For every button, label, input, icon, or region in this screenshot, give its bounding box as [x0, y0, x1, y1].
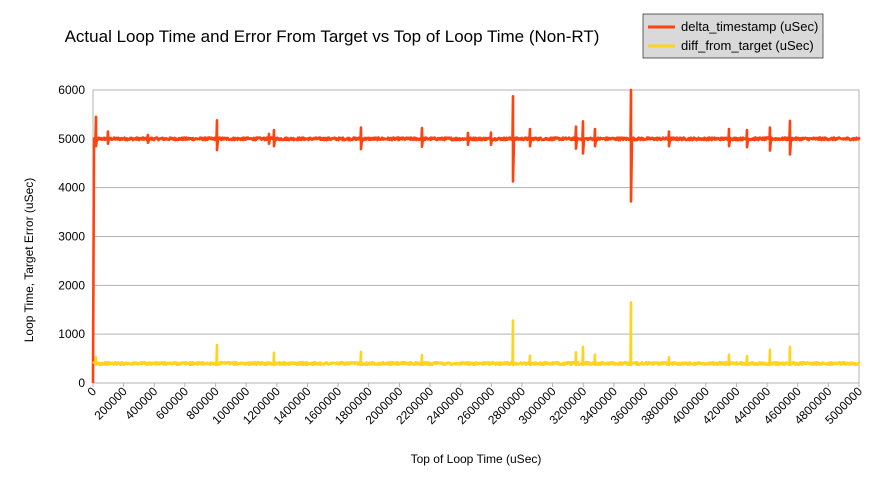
series-layer: [91, 88, 861, 384]
x-tick-labels: 0200000400000600000800000100000012000001…: [84, 384, 865, 427]
y-tick-labels: 0 1000 2000 3000 4000 5000 6000: [58, 83, 85, 390]
y-tick-label: 1000: [58, 327, 85, 341]
y-tick-label: 4000: [58, 181, 85, 195]
chart-title: Actual Loop Time and Error From Target v…: [65, 27, 600, 46]
grid-lines: [92, 89, 860, 387]
legend-label-diff-from-target: diff_from_target (uSec): [681, 38, 814, 53]
legend-box: [642, 13, 824, 59]
y-tick-label: 2000: [58, 278, 85, 292]
y-tick-label: 6000: [58, 83, 85, 97]
x-tick-label: 600000: [153, 384, 191, 422]
y-axis-label: Loop Time, Target Error (uSec): [22, 178, 36, 343]
legend: delta_timestamp (uSec) diff_from_target …: [642, 13, 824, 59]
x-tick-label: 200000: [92, 384, 130, 422]
y-tick-label: 3000: [58, 230, 85, 244]
legend-label-delta-timestamp: delta_timestamp (uSec): [681, 19, 818, 34]
y-tick-label: 0: [78, 376, 85, 390]
series-line-diff-from-target: [92, 301, 861, 367]
x-tick-label: 0: [84, 384, 99, 399]
x-tick-label: 400000: [122, 384, 160, 422]
y-tick-label: 5000: [58, 132, 85, 146]
x-axis-label: Top of Loop Time (uSec): [411, 452, 542, 466]
series-line-delta-timestamp: [91, 88, 861, 384]
